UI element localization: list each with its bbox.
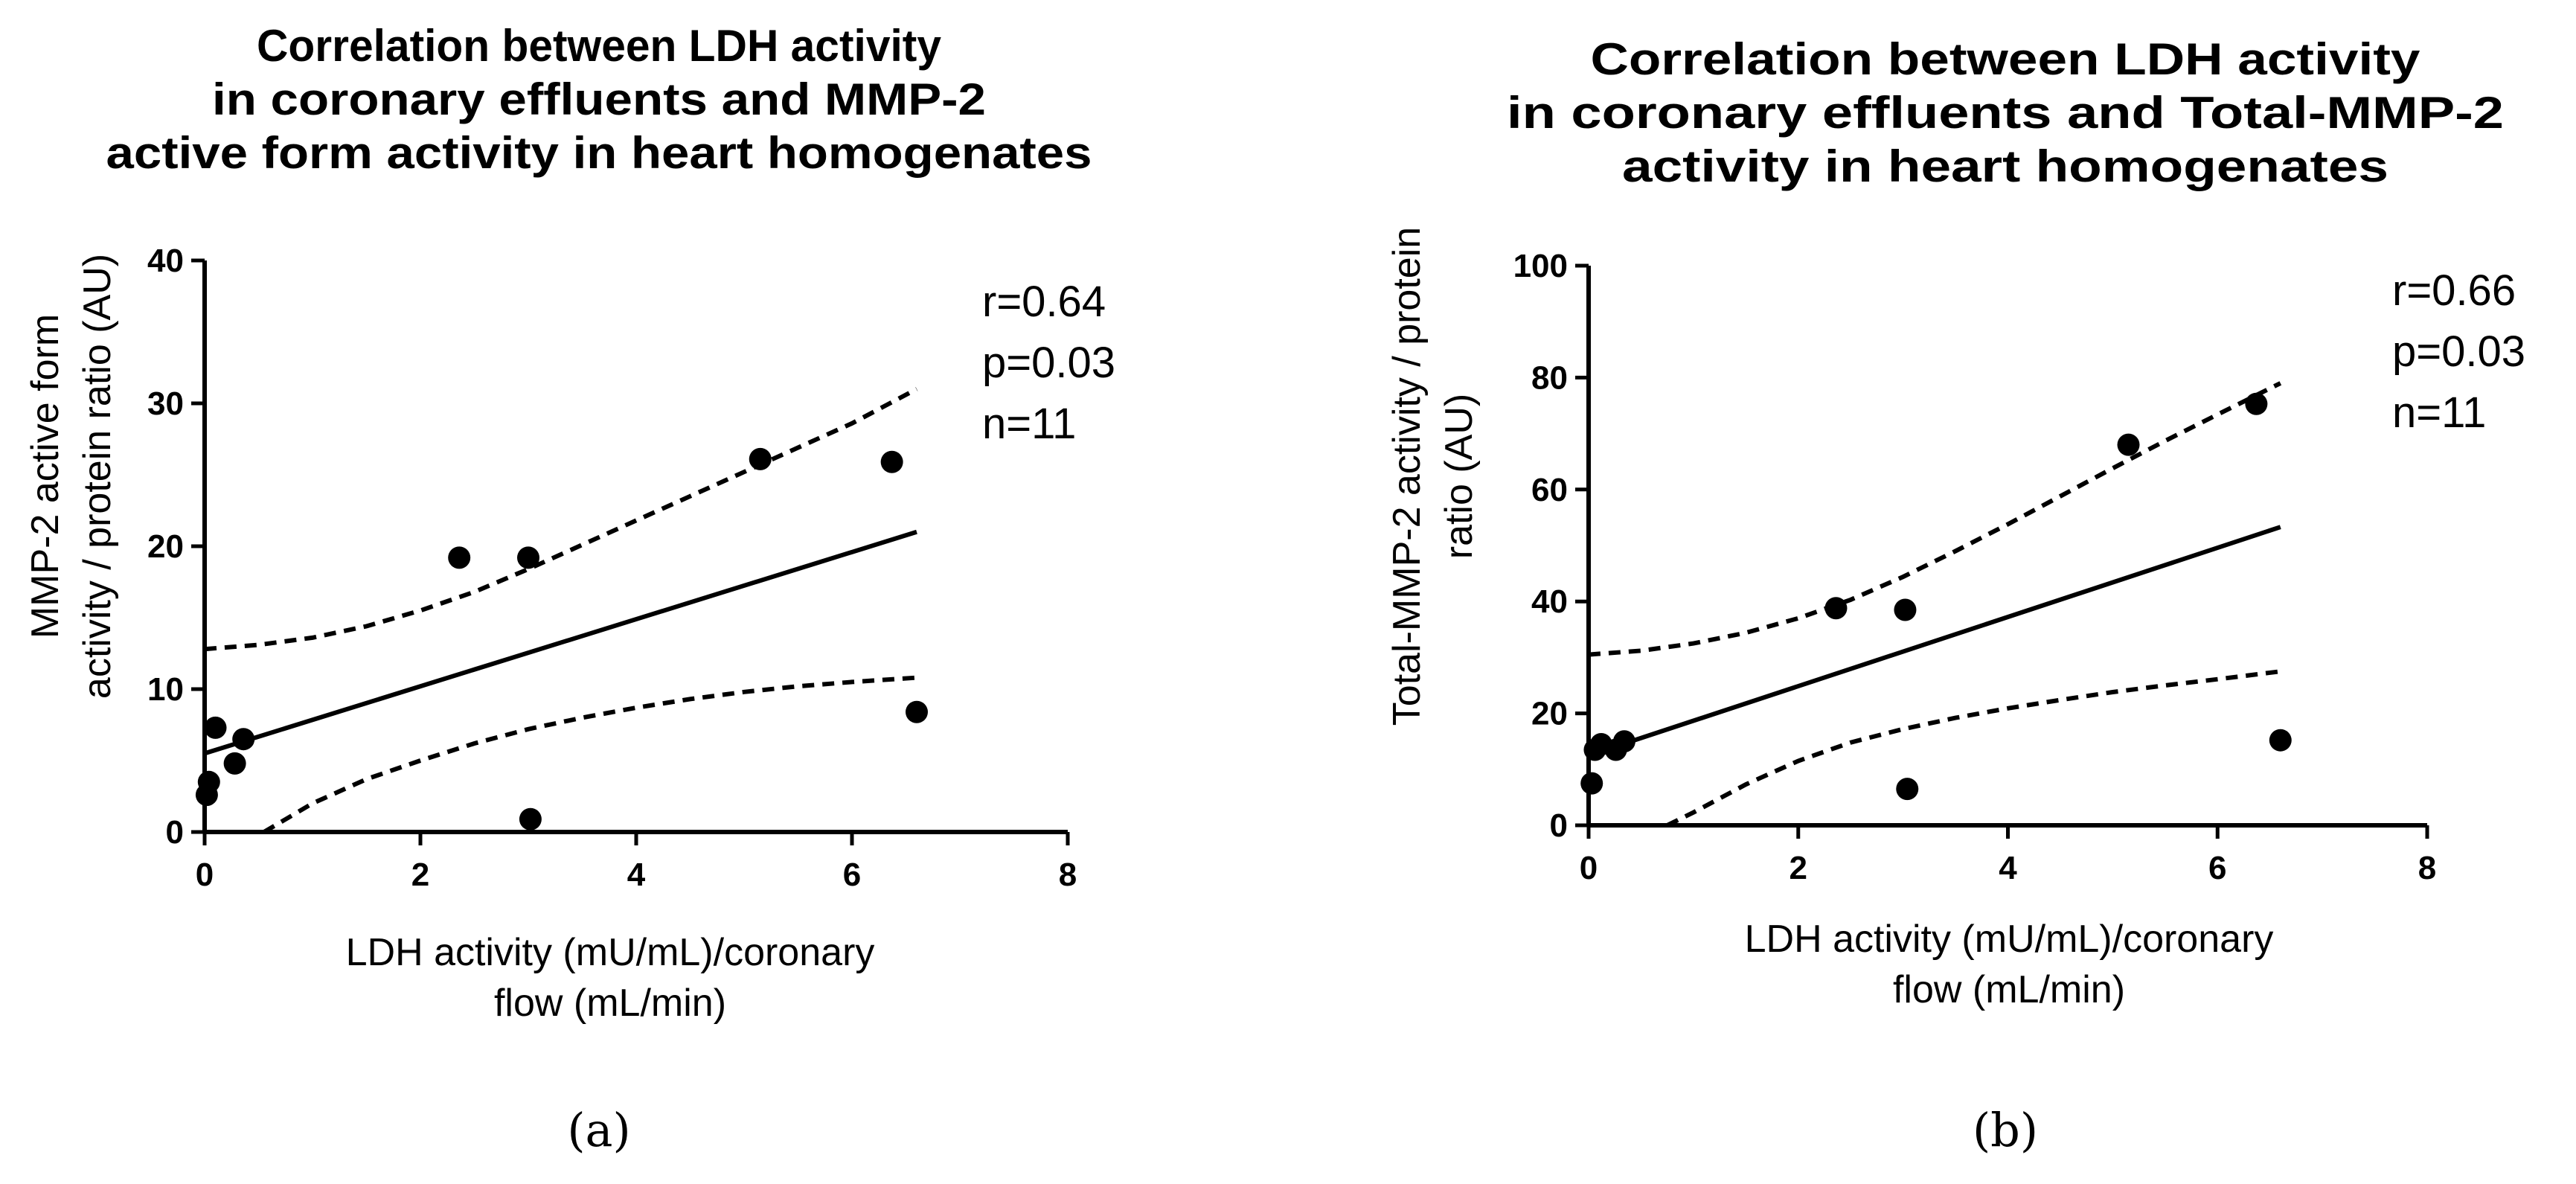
y-tick-label: 100 bbox=[1513, 248, 1568, 284]
data-point bbox=[906, 700, 928, 723]
x-tick-label: 0 bbox=[196, 857, 214, 893]
chart-title-line: active form activity in heart homogenate… bbox=[106, 128, 1092, 178]
x-tick-label: 6 bbox=[843, 857, 861, 893]
y-tick-label: 0 bbox=[166, 814, 184, 851]
x-tick-label: 8 bbox=[1059, 857, 1077, 893]
x-tick-label: 2 bbox=[411, 857, 429, 893]
chart-title-line: in coronary effluents and Total-MMP-2 bbox=[1507, 88, 2504, 138]
ci-upper-curve bbox=[1588, 381, 2282, 657]
stat-text: n=11 bbox=[2392, 388, 2486, 437]
data-point bbox=[2117, 433, 2140, 456]
data-point bbox=[519, 807, 542, 831]
y-tick-label: 60 bbox=[1531, 472, 1568, 508]
y-axis-label: MMP-2 active form bbox=[24, 314, 67, 639]
chart-title-line: Correlation between LDH activity bbox=[257, 21, 942, 71]
x-axis-label: LDH activity (mU/mL)/coronary bbox=[1745, 918, 2274, 961]
data-point bbox=[517, 546, 539, 569]
regression-line bbox=[204, 529, 917, 756]
y-tick-label: 40 bbox=[1531, 583, 1568, 620]
y-tick-label: 20 bbox=[1531, 696, 1568, 732]
data-point bbox=[749, 447, 772, 470]
y-tick-label: 40 bbox=[147, 243, 184, 279]
data-point bbox=[2245, 392, 2268, 415]
y-axis-label: activity / protein ratio (AU) bbox=[76, 254, 119, 699]
x-tick-label: 4 bbox=[1999, 850, 2017, 886]
y-axis-label: ratio (AU) bbox=[1438, 394, 1481, 559]
stat-text: p=0.03 bbox=[982, 339, 1115, 387]
stat-text: n=11 bbox=[982, 400, 1076, 448]
ci-lower-curve bbox=[1666, 669, 2281, 828]
stat-text: p=0.03 bbox=[2392, 327, 2525, 376]
x-axis-label: flow (mL/min) bbox=[1893, 968, 2125, 1011]
data-point bbox=[880, 450, 903, 473]
x-tick-label: 0 bbox=[1580, 850, 1598, 886]
data-point bbox=[232, 728, 255, 751]
x-axis-label: flow (mL/min) bbox=[494, 982, 726, 1025]
x-tick-label: 4 bbox=[627, 857, 646, 893]
data-point bbox=[223, 752, 246, 775]
chart-title-line: in coronary effluents and MMP-2 bbox=[212, 74, 986, 124]
data-point bbox=[197, 770, 220, 793]
x-tick-label: 6 bbox=[2208, 850, 2226, 886]
x-tick-label: 2 bbox=[1790, 850, 1807, 886]
x-tick-label: 8 bbox=[2418, 850, 2436, 886]
y-axis-label: Total-MMP-2 activity / protein bbox=[1385, 227, 1429, 726]
data-point bbox=[1580, 772, 1603, 795]
chart-title-line: Correlation between LDH activity bbox=[1591, 34, 2421, 84]
stat-text: r=0.64 bbox=[982, 278, 1106, 326]
regression-line bbox=[1588, 525, 2281, 758]
stat-text: r=0.66 bbox=[2392, 266, 2516, 315]
y-tick-label: 0 bbox=[1550, 807, 1568, 844]
x-axis-label: LDH activity (mU/mL)/coronary bbox=[346, 931, 875, 974]
data-point bbox=[1612, 730, 1635, 753]
y-tick-label: 80 bbox=[1531, 359, 1568, 396]
data-point bbox=[1894, 598, 1917, 621]
data-point bbox=[1896, 778, 1919, 801]
data-point bbox=[204, 716, 227, 739]
ci-upper-curve bbox=[204, 387, 918, 652]
panel-label: (a) bbox=[567, 1103, 630, 1157]
y-tick-label: 30 bbox=[147, 385, 184, 422]
chart-title-line: activity in heart homogenates bbox=[1622, 141, 2388, 191]
ci-lower-curve bbox=[263, 675, 917, 834]
data-point bbox=[2269, 729, 2292, 752]
y-tick-label: 20 bbox=[147, 528, 184, 565]
data-point bbox=[1824, 597, 1848, 620]
panel-label: (b) bbox=[1973, 1103, 2038, 1157]
y-tick-label: 10 bbox=[147, 671, 184, 708]
data-point bbox=[448, 546, 471, 569]
